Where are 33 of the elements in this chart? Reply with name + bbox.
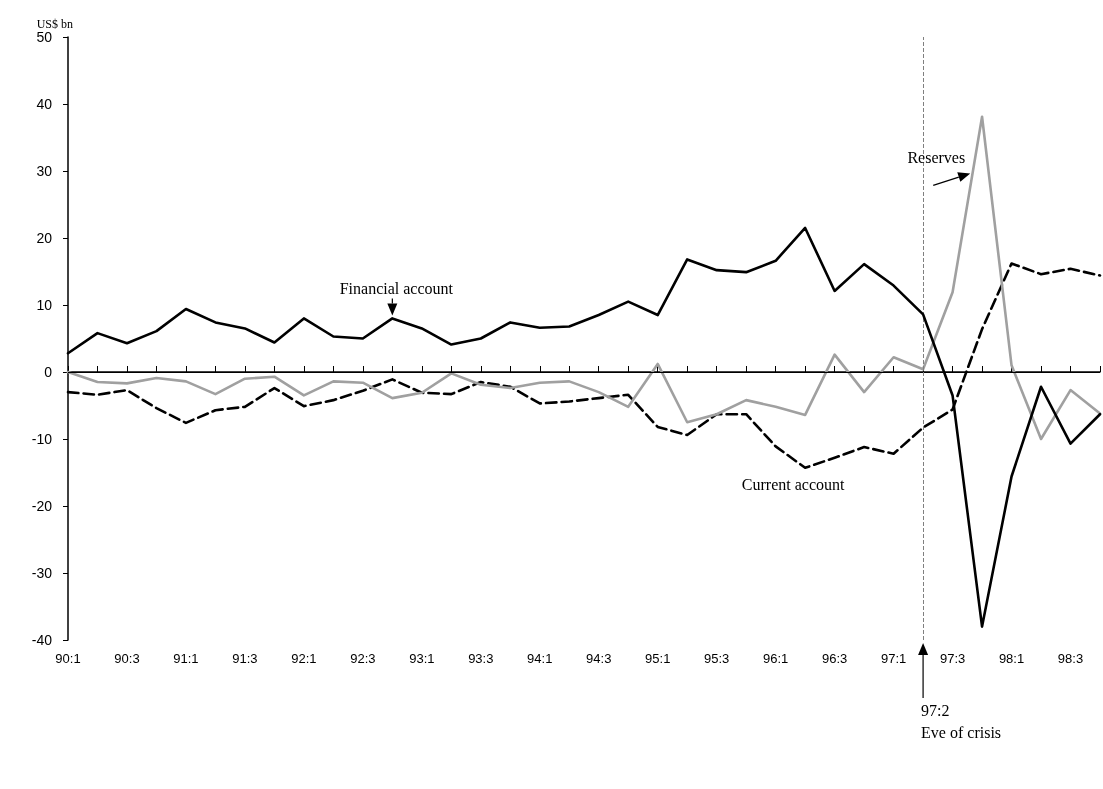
x-tick-label: 92:3 <box>350 651 376 666</box>
x-tick-label: 94:1 <box>527 651 553 666</box>
y-tick-label: 50 <box>36 29 53 45</box>
y-tick-label: -10 <box>31 431 53 447</box>
x-tick-label: 90:3 <box>114 651 140 666</box>
text: 97:2 Eve of crisis <box>921 702 1002 741</box>
y-tick-label: 40 <box>36 96 53 112</box>
y-tick-label: -30 <box>31 565 53 581</box>
series-label: Financial account <box>339 280 454 298</box>
x-tick-label: 93:3 <box>468 651 494 666</box>
x-tick-label: 98:3 <box>1057 651 1084 666</box>
y-tick-label: 20 <box>36 230 53 246</box>
x-tick-label: 95:3 <box>704 651 730 666</box>
y-tick-label: -40 <box>31 632 53 648</box>
series-label: Reserves <box>907 149 966 167</box>
y-tick-label: 30 <box>36 163 53 179</box>
x-tick-label: 97:3 <box>939 651 966 666</box>
x-tick-label: 92:1 <box>291 651 317 666</box>
x-tick-label: 98:1 <box>998 651 1025 666</box>
y-tick-label: 0 <box>44 364 53 380</box>
x-tick-label: 94:3 <box>586 651 612 666</box>
y-tick-label: -20 <box>31 498 53 514</box>
x-tick-label: 97:1 <box>880 651 907 666</box>
x-tick-label: 91:1 <box>173 651 199 666</box>
y-axis-title: US$ bn <box>36 17 73 32</box>
x-tick-label: 91:3 <box>232 651 258 666</box>
y-tick-label: 10 <box>36 297 53 313</box>
x-tick-label: 96:1 <box>763 651 789 666</box>
x-tick-label: 96:3 <box>821 651 848 666</box>
x-tick-label: 93:1 <box>409 651 435 666</box>
x-tick-label: 90:1 <box>55 651 81 666</box>
x-tick-label: 95:1 <box>645 651 671 666</box>
series-label: Current account <box>741 475 846 493</box>
